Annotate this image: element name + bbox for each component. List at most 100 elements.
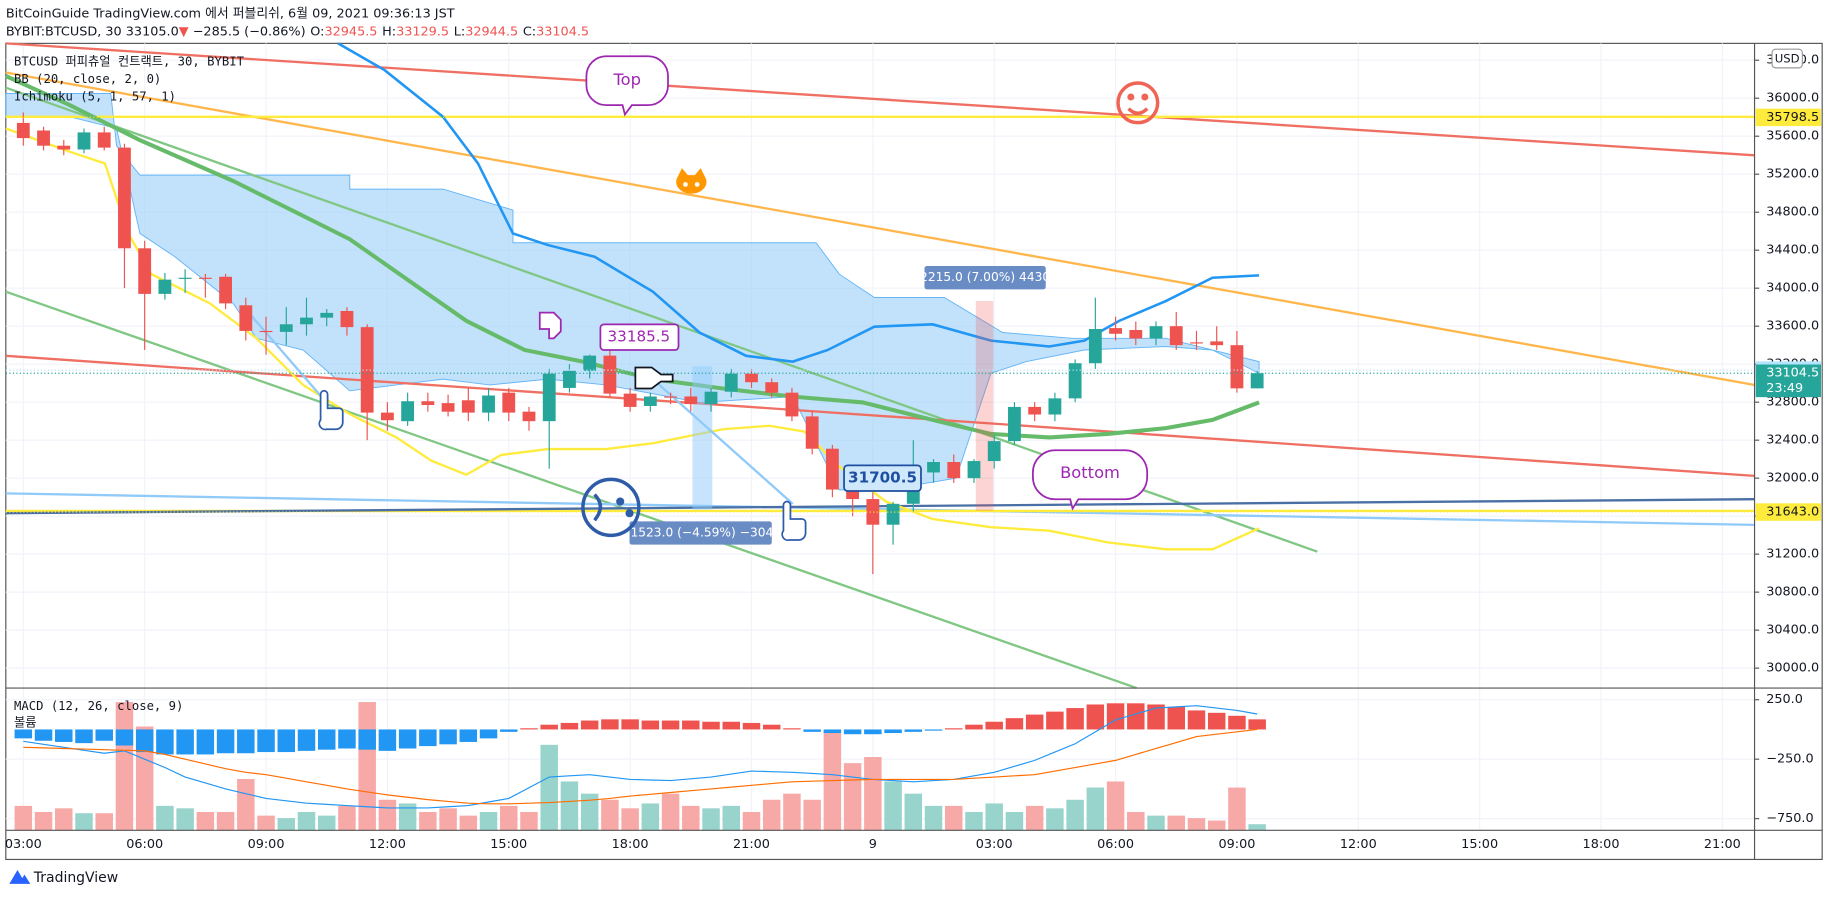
candle-body	[1210, 341, 1224, 346]
macd-histogram-bar	[196, 729, 215, 755]
volume-bar	[115, 702, 134, 831]
macd-histogram-bar	[1127, 703, 1145, 730]
volume-bar	[34, 811, 53, 831]
macd-histogram-bar	[479, 729, 498, 739]
cat-icon	[676, 168, 707, 194]
macd-histogram-bar	[601, 719, 619, 730]
candle-body	[704, 391, 718, 405]
last-price: 33105.0	[126, 24, 179, 39]
y-tick-label: 33600.0	[1766, 319, 1819, 334]
candle-body	[219, 276, 232, 304]
candle-body	[239, 305, 253, 331]
candle-body	[320, 312, 334, 318]
macd-histogram-bar	[34, 729, 53, 741]
volume-bar	[580, 793, 599, 831]
candle-body	[1250, 373, 1264, 389]
volume-bar	[520, 811, 538, 831]
volume-bar	[398, 803, 417, 831]
macd-histogram-bar	[864, 729, 882, 735]
bb-upper	[337, 42, 1260, 363]
ohlc-key: O:	[310, 24, 324, 39]
candle-body	[927, 462, 940, 473]
volume-bar	[985, 803, 1003, 831]
x-tick-label: 03:00	[5, 837, 42, 852]
candle-body	[340, 310, 354, 328]
volume-bar	[661, 793, 680, 831]
volume-bar	[1207, 820, 1226, 831]
candle-body	[57, 145, 71, 150]
volume-bar	[1046, 808, 1064, 831]
price-note	[843, 464, 922, 492]
macd-histogram-bar	[55, 729, 73, 742]
ohlc-value: 32945.5	[324, 24, 377, 39]
legend-item: BTCUSD 퍼피츄얼 컨트랙트, 30, BYBIT	[14, 55, 245, 69]
candle-body	[1088, 329, 1102, 364]
volume-bar	[338, 805, 356, 831]
change-arrow: ▼	[179, 24, 189, 39]
price-flag-label: 33104.5	[1766, 366, 1819, 381]
volume-bar	[803, 799, 821, 831]
volume-bar	[419, 811, 437, 831]
macd-histogram-bar	[520, 728, 538, 730]
candle-body	[441, 403, 455, 412]
trend-line	[5, 290, 1138, 690]
volume-bar	[621, 808, 639, 831]
trend-line	[5, 492, 1755, 527]
candle-body	[765, 382, 779, 393]
candle-body	[987, 441, 1001, 462]
legend-item: BB (20, close, 2, 0)	[14, 72, 161, 86]
macd-histogram-bar	[762, 724, 781, 730]
candle-body	[583, 355, 597, 371]
macd-histogram-bar	[560, 722, 579, 730]
y-tick-label: 250.0	[1766, 692, 1803, 707]
x-tick-label: 09:00	[1218, 837, 1255, 852]
candle-body	[279, 324, 293, 332]
macd-histogram-bar	[1066, 708, 1084, 730]
volume-bar	[742, 811, 761, 831]
volume-bar	[702, 808, 720, 831]
candle-body	[1048, 398, 1062, 415]
volume-bar	[317, 815, 336, 831]
y-tick-label: 32800.0	[1766, 395, 1819, 410]
logo	[9, 869, 31, 884]
candle-body	[461, 400, 475, 413]
macd-histogram-bar	[965, 724, 983, 730]
y-tick-label: 31200.0	[1766, 547, 1819, 562]
volume-bar	[560, 781, 579, 831]
volume-bar	[1106, 781, 1125, 831]
volume-bar	[237, 779, 255, 831]
volume-bar	[540, 744, 558, 831]
candle-body	[805, 416, 819, 449]
symbol: BYBIT:BTCUSD, 30	[6, 24, 122, 39]
macd-histogram-bar	[1248, 719, 1266, 730]
candle-body	[563, 370, 576, 388]
candle-body	[401, 401, 415, 422]
volume-bar	[75, 813, 93, 831]
macd-histogram-bar	[115, 729, 134, 746]
macd-histogram-bar	[317, 729, 336, 750]
price-flag-label: 35798.5	[1766, 110, 1819, 125]
macd-histogram-bar	[338, 729, 356, 749]
candle-body	[745, 373, 758, 383]
candle-body	[846, 489, 860, 500]
x-tick-label: 15:00	[1461, 837, 1498, 852]
volume-bar	[135, 726, 154, 831]
sad-icon	[581, 477, 641, 538]
currency-label: USD	[1775, 52, 1800, 66]
hand-icon	[634, 366, 674, 390]
price-note-text: 33185.5	[608, 328, 671, 346]
macd-histogram-bar	[580, 720, 599, 730]
range-band	[975, 301, 994, 511]
volume-bar	[641, 803, 660, 831]
ohlc-key: L:	[454, 24, 465, 39]
volume-bar	[1228, 787, 1246, 831]
macd-histogram-bar	[1086, 704, 1105, 730]
volume-bar	[884, 781, 902, 831]
volume-bar	[439, 808, 457, 831]
volume-bar	[196, 811, 215, 831]
macd-histogram-bar	[297, 729, 316, 751]
x-tick-label: 18:00	[1583, 837, 1620, 852]
callout-text: Bottom	[1060, 463, 1120, 482]
candle-body	[482, 395, 495, 413]
